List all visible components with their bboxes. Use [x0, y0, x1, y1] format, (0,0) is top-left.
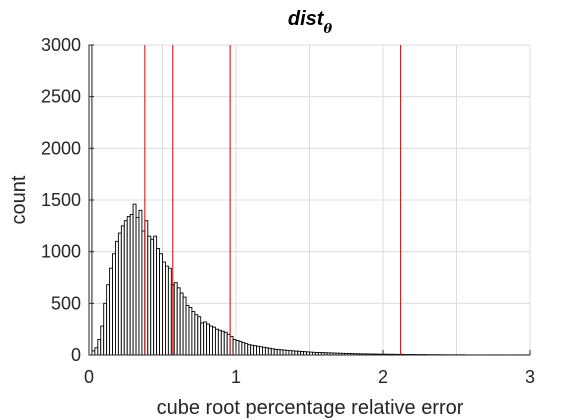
y-tick-label: 3000: [41, 35, 81, 55]
reference-lines: [144, 45, 402, 355]
y-axis-label: count: [8, 175, 30, 224]
chart-title-subscript: θ: [323, 22, 332, 37]
x-axis-label: cube root percentage relative error: [157, 397, 464, 419]
y-tick-label: 2000: [41, 138, 81, 158]
axes: [88, 44, 531, 356]
y-tick-label: 1000: [41, 242, 81, 262]
x-tick-label: 2: [378, 367, 388, 387]
y-tick-label: 2500: [41, 87, 81, 107]
y-tick-label: 0: [71, 345, 81, 365]
chart-title: distθ: [288, 8, 333, 37]
chart-title-main: dist: [288, 8, 325, 30]
y-tick-label: 1500: [41, 190, 81, 210]
grid-lines: [88, 44, 531, 356]
x-tick-label: 1: [231, 367, 241, 387]
x-tick-label: 0: [84, 367, 94, 387]
tick-labels: 0 1 2 3 0 500 1000 1500 2000 2500 3000: [41, 35, 535, 387]
x-tick-label: 3: [525, 367, 535, 387]
y-tick-label: 500: [51, 293, 81, 313]
